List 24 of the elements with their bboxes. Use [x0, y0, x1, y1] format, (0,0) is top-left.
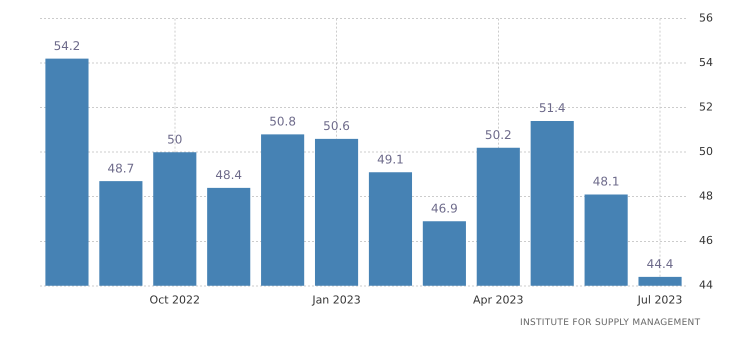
- y-tick-label: 54: [699, 56, 714, 69]
- text: INSTITUTE FOR SUPPLY MANAGEMENT: [520, 318, 700, 328]
- data-label: 46.9: [431, 201, 458, 216]
- y-tick-label: 48: [699, 190, 714, 203]
- data-label: 49.1: [377, 152, 404, 166]
- x-tick-label: Jul 2023: [636, 293, 682, 306]
- data-label: 51.4: [538, 101, 566, 116]
- data-label: 50.2: [484, 128, 512, 142]
- data-label: 44.4: [646, 257, 674, 272]
- y-tick-label: 52: [699, 100, 714, 114]
- x-tick-label: Jan 2023: [311, 293, 361, 306]
- y-tick-label: 50: [699, 145, 714, 158]
- data-label: 54.2: [54, 38, 80, 53]
- x-tick-label: Apr 2023: [473, 293, 524, 306]
- data-label: 50: [167, 132, 182, 146]
- data-label: 48.7: [108, 161, 134, 176]
- x-tick-label: Oct 2022: [150, 293, 200, 306]
- y-tick-label: 56: [699, 11, 714, 24]
- data-label: 48.1: [592, 174, 620, 189]
- data-label: 50.6: [323, 118, 350, 133]
- data-label: 48.4: [215, 168, 242, 182]
- data-label: 50.8: [269, 114, 296, 129]
- y-tick-label: 44: [699, 278, 714, 292]
- y-tick-label: 46: [699, 234, 714, 248]
